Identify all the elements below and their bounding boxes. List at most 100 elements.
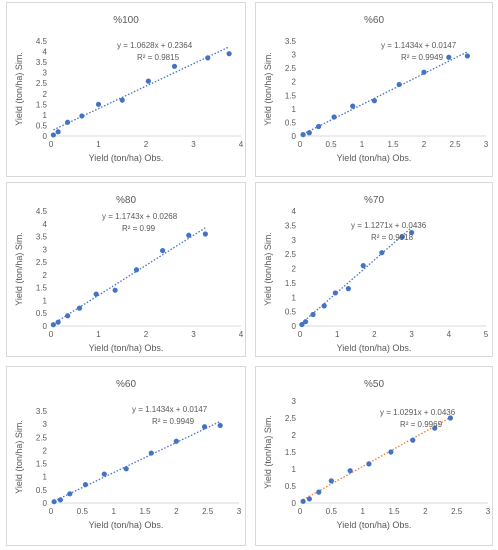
- data-point: [388, 449, 394, 455]
- y-axis-label: Yield (ton/ha) Sim.: [263, 231, 273, 306]
- data-point: [55, 319, 61, 325]
- y-tick-label: 1: [292, 105, 297, 114]
- data-point: [410, 437, 416, 443]
- x-tick-label: 4: [239, 140, 244, 149]
- y-tick-label: 0: [292, 132, 297, 141]
- data-point: [51, 499, 57, 505]
- y-tick-label: 3: [292, 236, 297, 245]
- data-point: [302, 319, 309, 325]
- y-tick-label: 0.5: [285, 118, 297, 127]
- y-tick-label: 0: [292, 499, 297, 508]
- y-tick-label: 0: [292, 322, 297, 331]
- data-point: [173, 438, 179, 444]
- y-axis-label: Yield (ton/ha) Sim.: [263, 51, 273, 126]
- x-tick-label: 2: [372, 330, 377, 339]
- chart-title: %50: [363, 379, 384, 390]
- chart-plot: 0 0.5 1 1.5 2 2.5 3 0 0.5 1 1.5 2 2.5 3: [285, 397, 491, 516]
- y-tick-label: 3: [43, 69, 48, 78]
- y-tick-label: 1: [292, 465, 297, 474]
- r-squared-label: R² = 0.9969: [400, 420, 443, 429]
- data-point: [328, 478, 334, 484]
- trend-equation: y = 1.1271x + 0.0436: [351, 221, 427, 230]
- data-point: [67, 491, 73, 497]
- r-squared-label: R² = 0.9815: [137, 53, 180, 62]
- data-point: [300, 132, 306, 138]
- x-tick-label: 3: [237, 507, 242, 516]
- x-tick-label: 0: [298, 140, 303, 149]
- y-tick-label: 2: [292, 78, 297, 87]
- y-tick-label: 2.5: [285, 414, 297, 423]
- x-tick-label: 1.5: [387, 140, 399, 149]
- data-point: [371, 98, 377, 104]
- x-tick-label: 2: [422, 140, 427, 149]
- y-tick-label: 0.5: [36, 309, 48, 318]
- data-point: [464, 53, 470, 59]
- x-axis-label: Yield (ton/ha) Obs.: [88, 153, 164, 163]
- x-axis-label: Yield (ton/ha) Obs.: [336, 153, 412, 163]
- data-point: [366, 461, 372, 467]
- trendline: [302, 416, 451, 501]
- x-tick-label: 3: [486, 507, 491, 516]
- data-point: [65, 313, 71, 319]
- y-tick-label: 0: [43, 132, 48, 141]
- data-point: [101, 471, 107, 477]
- y-tick-label: 4.5: [36, 207, 48, 216]
- data-point: [399, 234, 405, 240]
- y-tick-label: 0: [43, 499, 48, 508]
- y-axis-label: Yield (ton/ha) Sim.: [263, 415, 273, 489]
- y-tick-label: 1.5: [285, 279, 297, 288]
- r-squared-label: R² = 0.9949: [401, 53, 444, 62]
- y-tick-label: 3.5: [285, 37, 297, 46]
- x-axis-label: Yield (ton/ha) Obs.: [336, 343, 412, 353]
- chart-plot: 0 0.5 1 1.5 2 2.5 3 3.5 4 0 1 2 3 4 5: [285, 207, 489, 339]
- chart-panel: %60 0 0.5 1 1.5 2 2.5 3 3.5 0 0.5 1 1.5 2 2.5 3 y = 1.14…: [255, 2, 493, 177]
- x-axis-label: Yield (ton/ha) Obs.: [336, 520, 412, 530]
- y-tick-label: 3: [43, 420, 48, 429]
- y-tick-label: 4: [43, 48, 48, 57]
- data-point: [93, 291, 99, 297]
- data-point: [79, 113, 85, 119]
- x-tick-label: 1: [360, 140, 365, 149]
- trend-equation: y = 1.1434x + 0.0147: [132, 405, 208, 414]
- x-tick-label: 5: [484, 330, 489, 339]
- x-tick-label: 2.5: [449, 140, 461, 149]
- x-tick-label: 2: [144, 330, 149, 339]
- x-tick-label: 3: [191, 140, 196, 149]
- y-tick-label: 3: [292, 51, 297, 60]
- y-tick-label: 2.5: [36, 433, 48, 442]
- y-tick-label: 1.5: [285, 91, 297, 100]
- y-tick-label: 1: [292, 293, 297, 302]
- data-point: [432, 425, 438, 431]
- data-point: [95, 101, 102, 107]
- data-point: [112, 287, 118, 293]
- y-tick-label: 1.5: [285, 448, 297, 457]
- y-tick-label: 3.5: [36, 233, 48, 242]
- trendline: [53, 227, 206, 325]
- data-point: [119, 97, 125, 103]
- data-point: [160, 248, 166, 254]
- data-point: [332, 290, 338, 296]
- chart-title: %70: [363, 195, 384, 206]
- chart-panel: %70 0 0.5 1 1.5 2 2.5 3 3.5 4 0 1 2 3 4 5 y = 1.1271x + …: [255, 182, 493, 357]
- y-axis-label: Yield (ton/ha) Sim.: [14, 231, 24, 306]
- x-tick-label: 0: [49, 507, 54, 516]
- y-tick-label: 1.5: [36, 460, 48, 469]
- y-axis-label: Yield (ton/ha) Sim.: [14, 420, 24, 494]
- chart-title: %80: [115, 195, 136, 206]
- y-tick-label: 3: [43, 245, 48, 254]
- chart-panel: %50 0 0.5 1 1.5 2 2.5 3 0 0.5 1 1.5 2 2.5 3 y = 1.0291x…: [255, 366, 493, 546]
- trendline: [53, 46, 230, 131]
- y-tick-label: 0.5: [285, 482, 297, 491]
- data-point: [65, 119, 71, 125]
- data-point: [421, 69, 427, 75]
- data-point: [300, 498, 306, 504]
- trend-equation: y = 1.1434x + 0.0147: [381, 41, 457, 50]
- x-tick-label: 0: [49, 140, 54, 149]
- y-tick-label: 2.5: [285, 64, 297, 73]
- x-axis-label: Yield (ton/ha) Obs.: [88, 520, 164, 530]
- chart-panel: %80 0 0.5 1 1.5 2 2.5 3 3.5 4 4.5 0 1 2 3 4 y = 1.1743x …: [6, 182, 246, 357]
- x-tick-label: 3: [191, 330, 196, 339]
- data-point: [202, 231, 208, 237]
- data-point: [360, 263, 366, 269]
- trendline: [53, 420, 221, 502]
